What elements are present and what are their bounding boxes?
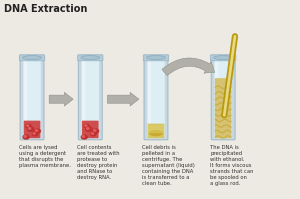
Circle shape [35,130,38,131]
FancyBboxPatch shape [82,58,85,138]
Circle shape [32,132,38,136]
FancyBboxPatch shape [144,55,168,140]
Circle shape [24,136,26,137]
FancyBboxPatch shape [24,58,27,138]
Circle shape [85,127,92,131]
FancyArrowPatch shape [162,58,214,76]
Text: Cell contents
are treated with
protease to
destroy protein
and RNase to
destroy : Cell contents are treated with protease … [77,145,120,180]
Circle shape [84,124,89,128]
Text: DNA Extraction: DNA Extraction [4,4,87,14]
FancyBboxPatch shape [147,57,165,139]
Circle shape [82,136,85,137]
FancyBboxPatch shape [215,58,218,138]
FancyBboxPatch shape [78,55,102,140]
FancyBboxPatch shape [20,55,45,61]
Circle shape [23,135,29,139]
Text: Cell debris is
pelleted in a
centrifuge. The
supernatant (liquid)
containing the: Cell debris is pelleted in a centrifuge.… [142,145,195,186]
FancyBboxPatch shape [23,57,41,139]
Circle shape [93,129,99,133]
Ellipse shape [146,56,165,60]
Circle shape [92,133,93,134]
FancyBboxPatch shape [148,124,164,138]
FancyBboxPatch shape [211,55,236,61]
Circle shape [34,129,40,133]
Ellipse shape [149,130,163,136]
FancyBboxPatch shape [214,57,232,139]
Text: The DNA is
precipitated
with ethanol.
It forms viscous
strands that can
be spool: The DNA is precipitated with ethanol. It… [210,145,254,186]
Circle shape [33,133,35,134]
FancyBboxPatch shape [211,55,235,140]
Circle shape [26,124,31,128]
FancyBboxPatch shape [24,121,40,138]
Ellipse shape [81,56,100,60]
Circle shape [28,128,31,129]
Circle shape [85,125,87,126]
Ellipse shape [214,56,232,60]
Ellipse shape [22,56,41,60]
Circle shape [87,128,89,129]
Circle shape [94,130,96,131]
FancyBboxPatch shape [215,78,232,138]
Circle shape [81,135,87,139]
Circle shape [27,127,34,131]
FancyBboxPatch shape [82,121,99,138]
FancyBboxPatch shape [78,55,103,61]
FancyBboxPatch shape [20,55,44,140]
FancyBboxPatch shape [143,55,169,61]
Circle shape [91,132,96,136]
Text: Cells are lysed
using a detergent
that disrupts the
plasma membrane.: Cells are lysed using a detergent that d… [19,145,71,168]
FancyBboxPatch shape [148,58,151,138]
FancyBboxPatch shape [82,57,99,139]
FancyBboxPatch shape [148,125,164,133]
Circle shape [27,125,28,126]
